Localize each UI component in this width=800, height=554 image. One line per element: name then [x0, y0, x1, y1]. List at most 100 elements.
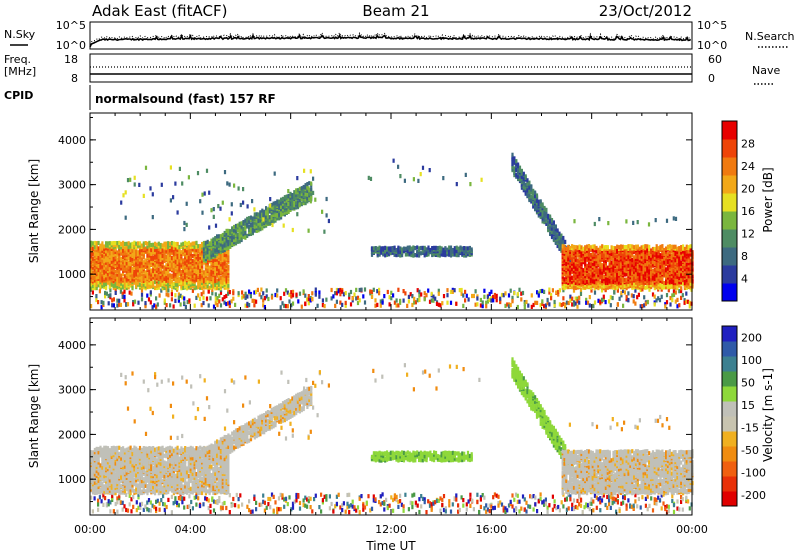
data-cell: [90, 279, 93, 284]
data-cell: [644, 255, 647, 260]
data-cell: [506, 302, 509, 307]
data-cell: [225, 231, 228, 236]
data-cell: [465, 253, 468, 258]
data-cell: [114, 273, 117, 279]
data-cell: [101, 241, 104, 246]
data-cell: [678, 251, 681, 256]
data-cell: [276, 199, 279, 204]
data-cell: [95, 282, 98, 287]
data-cell: [687, 253, 690, 258]
data-cell: [140, 274, 143, 279]
data-cell: [318, 294, 321, 299]
data-cell: [572, 302, 576, 307]
data-cell: [279, 296, 282, 301]
data-cell: [663, 247, 666, 253]
data-cell: [281, 196, 285, 201]
data-cell: [217, 204, 220, 209]
data-cell: [170, 266, 174, 271]
data-cell: [225, 279, 228, 284]
data-cell: [574, 247, 577, 252]
data-cell: [687, 263, 690, 268]
data-cell: [623, 290, 626, 295]
data-cell: [255, 289, 258, 294]
data-cell: [148, 251, 151, 256]
data-cell: [165, 504, 168, 510]
data-cell: [663, 251, 666, 257]
data-cell: [599, 255, 602, 260]
data-cell: [279, 305, 282, 310]
data-cell: [623, 255, 626, 260]
data-cell: [155, 242, 158, 247]
data-cell: [435, 301, 439, 306]
data-cell: [595, 279, 598, 284]
colorbar-swatch: [722, 247, 737, 266]
data-cell: [682, 246, 685, 251]
data-cell: [574, 285, 577, 291]
data-cell: [105, 503, 108, 508]
velocity-data: [90, 357, 694, 515]
data-cell: [293, 205, 296, 210]
data-cell: [259, 210, 262, 215]
data-cell: [302, 201, 305, 206]
data-cell: [253, 303, 256, 308]
data-cell: [98, 289, 101, 294]
data-cell: [206, 280, 209, 285]
data-cell: [122, 272, 125, 277]
data-cell: [330, 287, 333, 293]
data-cell: [393, 300, 396, 305]
data-cell: [665, 267, 668, 272]
data-cell: [558, 231, 561, 236]
data-cell: [584, 257, 587, 262]
data-cell: [99, 243, 102, 248]
data-cell: [227, 269, 230, 274]
data-cell: [159, 256, 162, 261]
data-cell: [240, 221, 243, 226]
data-cell: [446, 288, 449, 293]
data-cell: [574, 255, 577, 260]
data-cell: [142, 241, 145, 246]
data-cell: [408, 251, 411, 256]
data-cell: [641, 304, 644, 309]
data-cell: [208, 251, 211, 256]
data-cell: [537, 199, 540, 204]
data-cell: [169, 256, 172, 261]
data-cell: [416, 245, 419, 250]
data-cell: [223, 259, 226, 264]
data-cell: [360, 287, 363, 292]
data-cell: [201, 241, 204, 247]
data-cell: [210, 245, 213, 250]
data-cell: [408, 245, 411, 250]
data-cell: [259, 213, 262, 218]
data-cell: [123, 265, 127, 270]
data-cell: [283, 291, 286, 296]
data-cell: [481, 300, 484, 305]
data-cell: [427, 245, 430, 250]
data-cell: [137, 492, 140, 497]
data-cell: [221, 272, 224, 277]
data-cell: [135, 258, 138, 263]
data-cell: [593, 300, 597, 305]
data-cell: [206, 260, 209, 265]
data-cell: [551, 288, 554, 293]
data-cell: [150, 284, 153, 289]
data-cell: [140, 292, 144, 297]
data-cell: [208, 285, 211, 290]
data-cell: [112, 273, 115, 278]
colorbar-tick-label: 20: [741, 183, 755, 196]
data-cell: [219, 279, 222, 284]
data-cell: [197, 496, 200, 501]
data-cell: [90, 242, 93, 248]
data-cell: [142, 263, 145, 268]
data-cell: [212, 258, 215, 263]
data-cell: [453, 288, 456, 293]
data-cell: [251, 216, 254, 221]
data-cell: [105, 260, 108, 265]
data-cell: [227, 301, 230, 306]
data-cell: [266, 220, 269, 225]
data-cell: [133, 182, 136, 187]
data-cell: [255, 212, 258, 217]
data-cell: [587, 283, 591, 289]
data-cell: [137, 281, 140, 286]
data-cell: [165, 292, 168, 297]
data-cell: [402, 289, 405, 294]
